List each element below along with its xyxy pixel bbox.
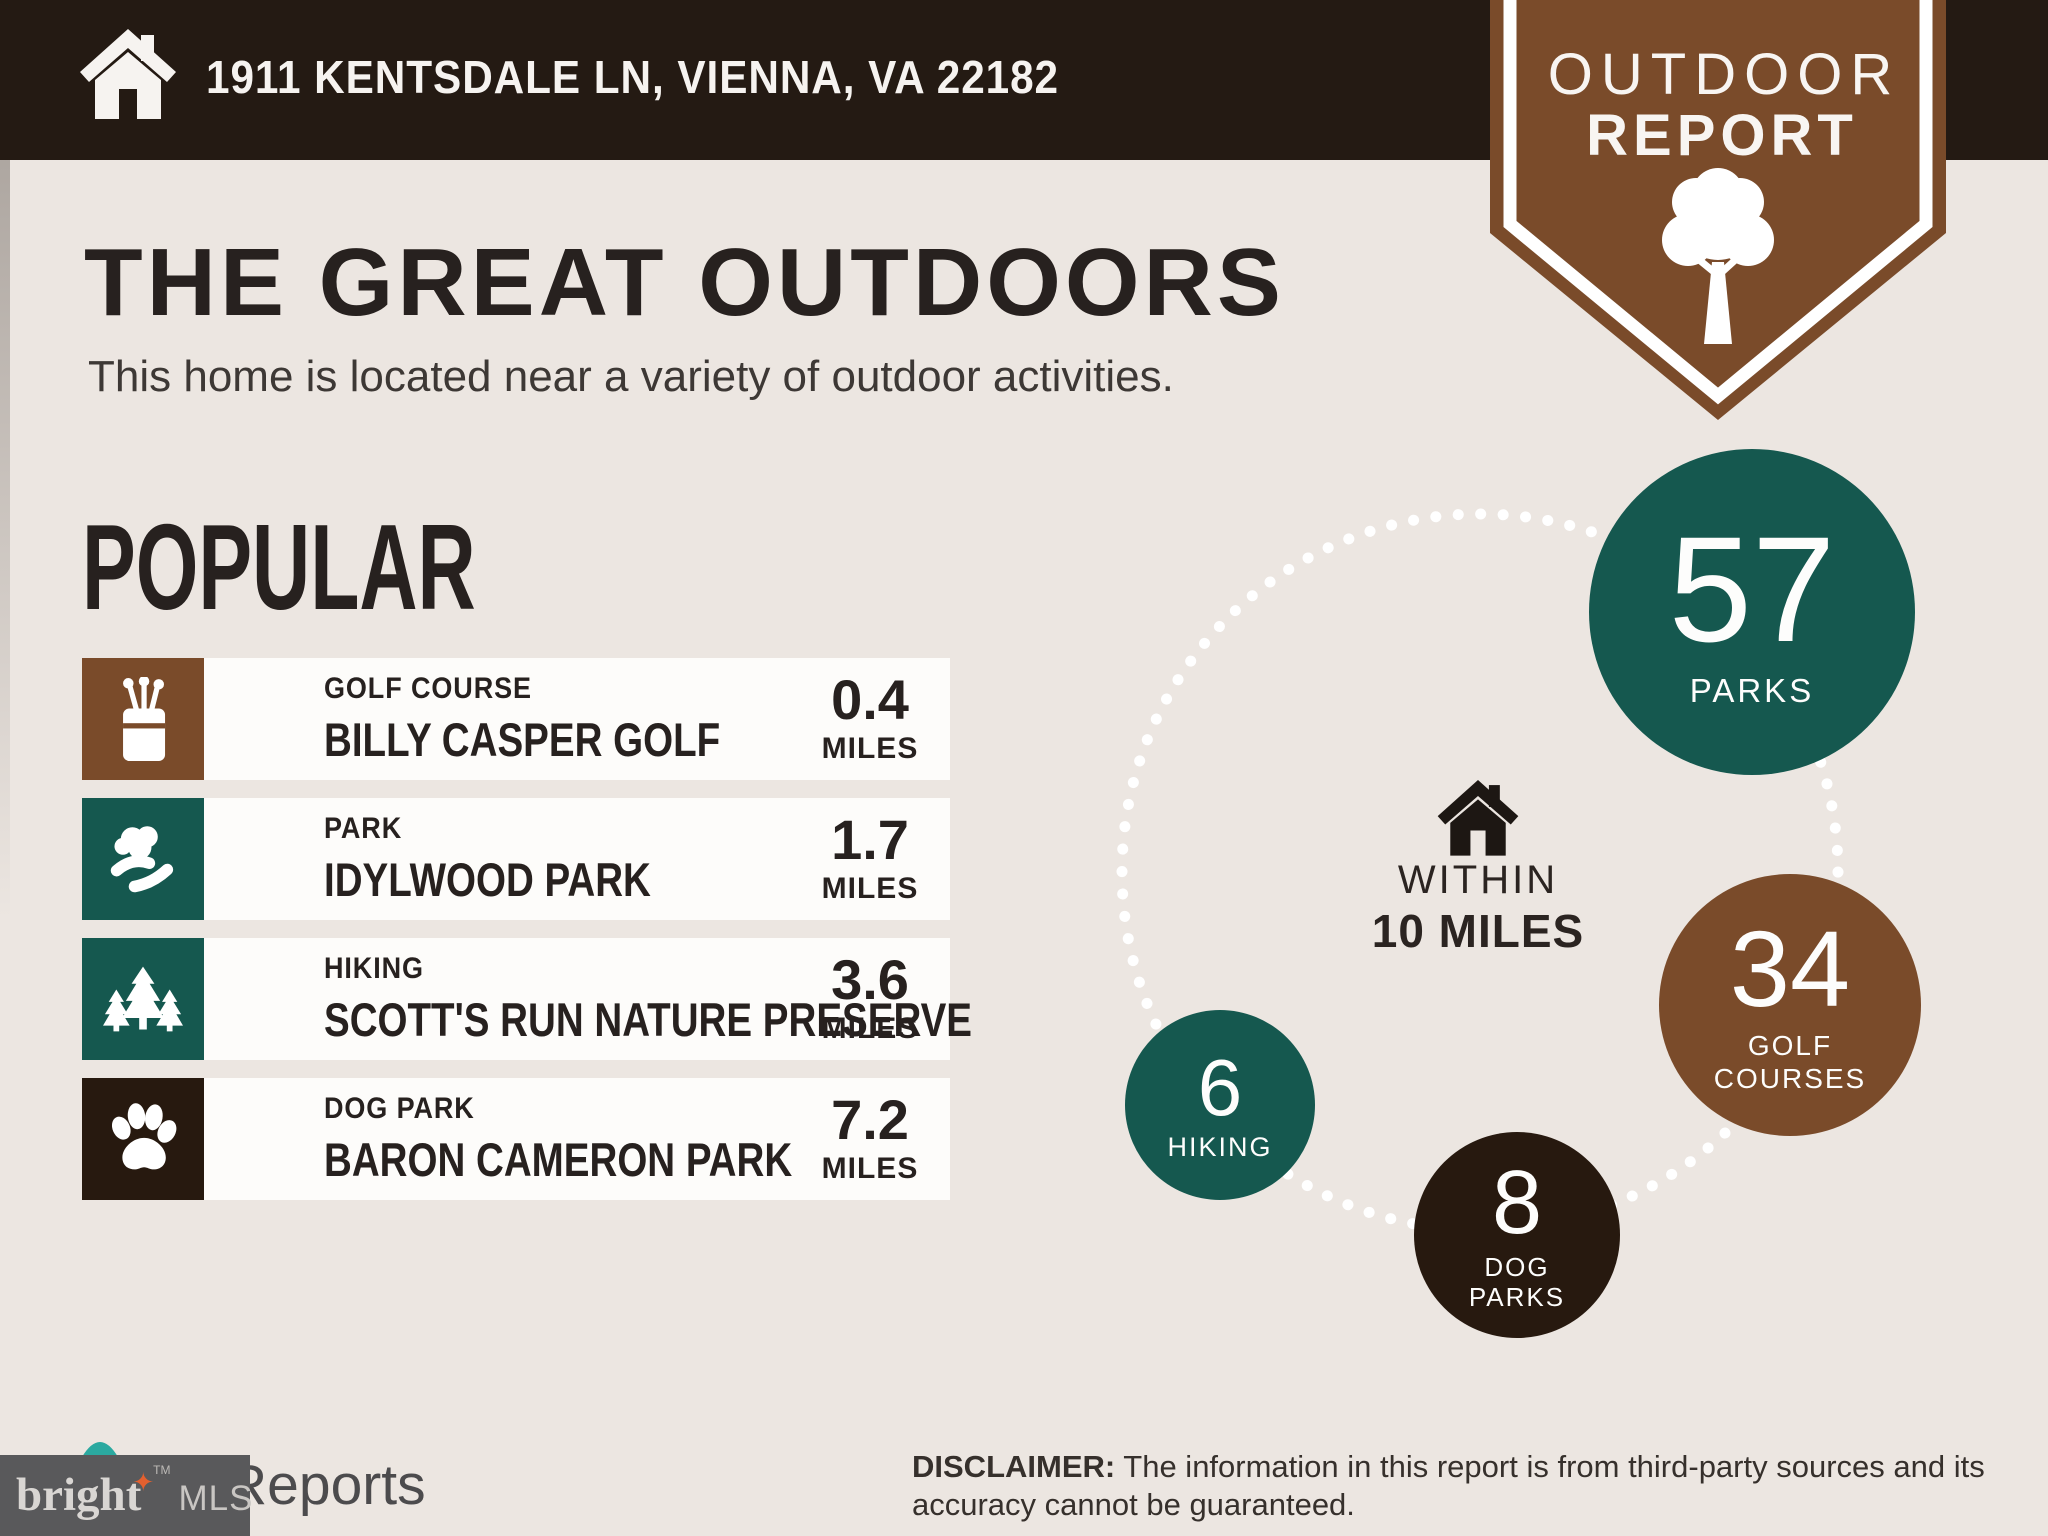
distance-value: 7.2 [831, 1088, 909, 1151]
list-item-golf-course: GOLF COURSE BILLY CASPER GOLF 0.4 MILES [82, 658, 950, 780]
bubble-label: HIKING [1167, 1131, 1273, 1162]
disclaimer-line1: DISCLAIMER: The information in this repo… [912, 1448, 1992, 1486]
disclaimer-line2: accuracy cannot be guaranteed. [912, 1487, 1355, 1522]
distance-unit: MILES [821, 1012, 919, 1045]
badge-line2: REPORT [1586, 103, 1858, 168]
left-edge-shadow [0, 160, 10, 920]
bubble-label-line1: GOLF [1747, 1030, 1833, 1061]
item-name: BILLY CASPER GOLF [324, 712, 721, 766]
item-category: GOLF COURSE [324, 671, 532, 705]
item-distance: 3.6 MILES [790, 938, 950, 1060]
disclaimer-label: DISCLAIMER: [912, 1449, 1116, 1484]
bubble-label: GOLF COURSES [1714, 1029, 1866, 1095]
popular-heading: POPULAR [82, 499, 476, 635]
golf-bag-icon [82, 658, 204, 780]
property-address: 1911 KENTSDALE LN, VIENNA, VA 22182 [206, 51, 1060, 103]
bubble-value: 57 [1668, 505, 1836, 673]
list-item-park: PARK IDYLWOOD PARK 1.7 MILES [82, 798, 950, 920]
liveby-pin-icon [82, 1442, 118, 1457]
bubble-label: DOG PARKS [1469, 1252, 1565, 1312]
bubble-label-line1: DOG [1484, 1252, 1550, 1282]
item-distance: 1.7 MILES [790, 798, 950, 920]
page-title: THE GREAT OUTDOORS [84, 229, 1285, 336]
bubble-parks: 57 PARKS [1589, 449, 1915, 775]
radius-label-miles: 10 MILES [1371, 905, 1585, 957]
bubble-label: PARKS [1689, 672, 1815, 709]
item-name: SCOTT'S RUN NATURE PRESERVE [324, 992, 973, 1046]
distance-unit: MILES [821, 732, 919, 765]
item-category: HIKING [324, 951, 424, 985]
bubble-value: 34 [1729, 908, 1851, 1029]
disclaimer: DISCLAIMER: The information in this repo… [912, 1448, 1992, 1524]
bubble-dog-parks: 8 DOG PARKS [1414, 1132, 1620, 1338]
distance-value: 1.7 [831, 808, 909, 871]
park-tree-path-icon [82, 798, 204, 920]
disclaimer-text1: The information in this report is from t… [1115, 1449, 1985, 1484]
reports-logo-text: Reports [226, 1453, 426, 1517]
bright-logo-text: bright [16, 1469, 142, 1521]
item-category: PARK [324, 811, 403, 845]
list-item-dog-park: DOG PARK BARON CAMERON PARK 7.2 MILES [82, 1078, 950, 1200]
bubble-golf-courses: 34 GOLF COURSES [1659, 874, 1921, 1136]
distance-value: 0.4 [831, 668, 909, 731]
distance-value: 3.6 [831, 948, 909, 1011]
badge-line1: OUTDOOR [1548, 42, 1900, 107]
outdoor-report-badge: OUTDOOR REPORT [1490, 0, 1946, 420]
bubble-value: 6 [1197, 1042, 1243, 1132]
distance-unit: MILES [821, 872, 919, 905]
bubble-label-line2: PARKS [1468, 1282, 1566, 1312]
item-distance: 7.2 MILES [790, 1078, 950, 1200]
radius-label-within: WITHIN [1397, 858, 1559, 902]
list-item-hiking: HIKING SCOTT'S RUN NATURE PRESERVE 3.6 M… [82, 938, 972, 1060]
tree-icon [1662, 168, 1774, 344]
popular-list: GOLF COURSE BILLY CASPER GOLF 0.4 MILES … [82, 658, 972, 1218]
distance-unit: MILES [821, 1152, 919, 1185]
bubble-label-line2: COURSES [1713, 1063, 1867, 1094]
trademark-symbol: TM [153, 1462, 171, 1477]
home-icon [1437, 780, 1519, 856]
star-icon: ✦ [132, 1467, 155, 1497]
item-distance: 0.4 MILES [790, 658, 950, 780]
pine-trees-icon [82, 938, 204, 1060]
page-subtitle: This home is located near a variety of o… [88, 352, 1174, 401]
bubble-value: 8 [1491, 1153, 1543, 1253]
item-name: IDYLWOOD PARK [324, 852, 651, 906]
item-category: DOG PARK [324, 1091, 475, 1125]
bright-mls-watermark: bright ✦ TM MLS [0, 1455, 254, 1536]
bubble-hiking: 6 HIKING [1125, 1010, 1315, 1200]
mls-logo-text: MLS [178, 1478, 254, 1518]
paw-print-icon [82, 1078, 204, 1200]
home-icon [80, 29, 176, 119]
item-name: BARON CAMERON PARK [324, 1132, 793, 1186]
